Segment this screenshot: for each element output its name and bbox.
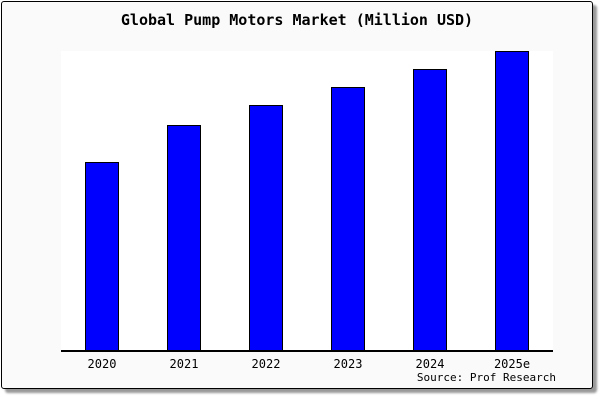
bar-2020 [85, 162, 119, 350]
bar-2021 [167, 125, 201, 350]
x-axis: 2020 2021 2022 2023 2024 2025e [61, 357, 553, 373]
bar-2024 [413, 69, 447, 350]
x-axis-label-2024: 2024 [415, 357, 445, 371]
x-axis-label-2023: 2023 [333, 357, 363, 371]
x-axis-label-2021: 2021 [169, 357, 199, 371]
chart-title: Global Pump Motors Market (Million USD) [120, 11, 474, 29]
bar-2025e [495, 51, 529, 350]
x-axis-label-2022: 2022 [251, 357, 281, 371]
x-axis-label-2025e: 2025e [493, 357, 531, 371]
plot-area [61, 51, 553, 352]
source-note: Source: Prof Research [416, 371, 556, 384]
chart-card: Global Pump Motors Market (Million USD) … [1, 1, 593, 389]
bar-2023 [331, 87, 365, 350]
x-axis-label-2020: 2020 [87, 357, 117, 371]
bar-2022 [249, 105, 283, 350]
